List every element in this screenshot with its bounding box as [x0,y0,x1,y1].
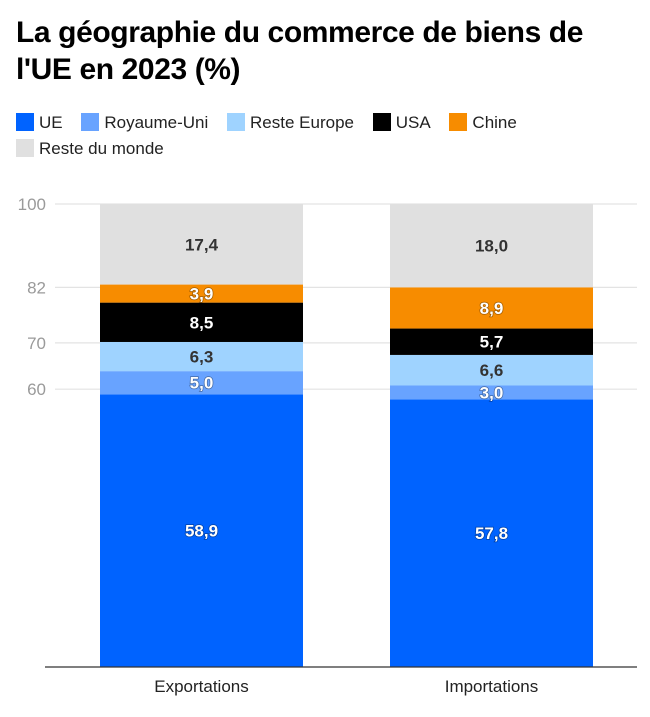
legend-label: Royaume-Uni [104,113,209,132]
bar-segment [100,394,303,667]
data-label: 3,9 [190,285,214,304]
legend-swatch [227,113,246,131]
legend-item-chine: Chine [449,110,517,136]
data-label: 6,6 [480,361,504,380]
legend-label: Reste Europe [250,113,354,132]
legend-swatch [16,139,34,157]
bar-segment [390,354,593,386]
bar-segment [390,399,593,667]
data-label: 17,4 [185,235,219,254]
bar-segment [390,328,593,355]
data-label: 3,0 [480,383,504,402]
data-label: 58,9 [185,522,218,541]
data-label: 8,9 [480,299,504,318]
legend-label: Chine [472,113,517,132]
legend-label: USA [395,113,431,132]
legend-swatch [16,113,34,131]
legend: UE Royaume-Uni Reste Europe USA Chine Re… [16,110,636,162]
legend-item-reste-du-monde: Reste du monde [16,136,164,162]
bar-segment [100,204,303,285]
legend-label: UE [39,113,63,132]
x-axis-categories: Exportations Importations [154,677,538,696]
y-tick-label: 70 [27,334,46,353]
legend-swatch [81,113,100,131]
data-label: 57,8 [475,524,508,543]
data-label: 5,0 [190,374,214,393]
y-tick-label: 100 [18,195,46,214]
segment-labels: 58,9 5,0 6,3 8,5 3,9 17,4 57,8 3,0 6,6 5,7 8,9 18,0 [184,235,509,544]
bar-segment [100,284,303,303]
y-tick-label: 82 [27,278,46,297]
y-axis-ticks: 60 70 82 100 [18,195,46,399]
legend-item-royaume-uni: Royaume-Uni [81,110,208,136]
category-label: Exportations [154,677,249,696]
data-label: 6,3 [190,348,214,367]
bar-segment [100,302,303,342]
legend-item-reste-europe: Reste Europe [227,110,354,136]
bar-segment [100,341,303,372]
y-tick-label: 60 [27,380,46,399]
bar-segment [100,371,303,395]
bars [100,204,593,667]
legend-item-usa: USA [372,110,431,136]
legend-swatch [372,113,391,131]
category-label: Importations [445,677,539,696]
bar-segment [390,204,593,288]
bar-segment [390,287,593,329]
chart-title: La géographie du commerce de biens de l'… [16,16,584,86]
legend-label: Reste du monde [39,139,164,158]
data-label: 5,7 [480,333,504,352]
bar-segment [390,385,593,400]
data-label: 8,5 [190,313,214,332]
data-label: 18,0 [475,237,508,256]
legend-swatch [449,113,468,131]
legend-item-ue: UE [16,110,63,136]
